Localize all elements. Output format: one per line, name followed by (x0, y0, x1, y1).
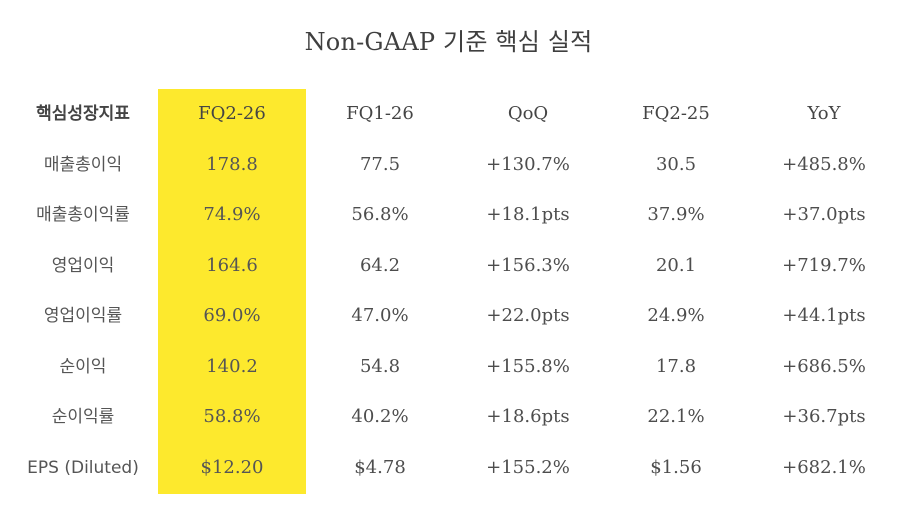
cell-fq2-25: $1.56 (650, 456, 702, 478)
row-label: 영업이익률 (43, 306, 123, 326)
cell-fq2-26: 58.8% (203, 406, 261, 427)
cell-fq2-25: 37.9% (647, 204, 705, 225)
cell-fq1-26: 77.5 (359, 153, 401, 175)
header-fq2-25: FQ2-25 (642, 103, 710, 124)
cell-yoy: +719.7% (782, 254, 866, 276)
cell-fq2-25: 17.8 (655, 355, 697, 377)
table-header-row: 핵심성장지표 FQ2-26 FQ1-26 QoQ FQ2-25 YoY (0, 89, 897, 140)
row-label: 매출총이익률 (36, 205, 130, 225)
metrics-table: 핵심성장지표 FQ2-26 FQ1-26 QoQ FQ2-25 YoY 매출총이… (0, 89, 897, 493)
cell-fq1-26: $4.78 (354, 456, 406, 478)
table-row: 매출총이익 178.8 77.5 +130.7% 30.5 +485.8% (0, 140, 897, 191)
cell-qoq: +156.3% (486, 254, 570, 276)
cell-fq2-26: 74.9% (203, 204, 261, 225)
cell-qoq: +18.6pts (486, 406, 570, 427)
cell-qoq: +155.2% (486, 456, 570, 478)
table-title: Non-GAAP 기준 핵심 실적 (304, 28, 593, 56)
cell-yoy: +36.7pts (782, 406, 866, 427)
row-label: EPS (Diluted) (27, 457, 139, 478)
cell-fq2-25: 30.5 (655, 153, 697, 175)
header-metric: 핵심성장지표 (36, 104, 130, 124)
cell-yoy: +485.8% (782, 153, 866, 175)
cell-qoq: +155.8% (486, 355, 570, 377)
header-qoq: QoQ (507, 103, 549, 124)
cell-qoq: +130.7% (486, 153, 570, 175)
header-yoy: YoY (807, 103, 841, 124)
cell-qoq: +18.1pts (486, 204, 570, 225)
table-row: 영업이익률 69.0% 47.0% +22.0pts 24.9% +44.1pt… (0, 291, 897, 342)
cell-fq2-25: 20.1 (655, 254, 697, 276)
cell-yoy: +682.1% (782, 456, 866, 478)
row-label: 영업이익 (51, 255, 115, 276)
cell-fq2-26: 69.0% (203, 305, 261, 326)
table-row: 매출총이익률 74.9% 56.8% +18.1pts 37.9% +37.0p… (0, 190, 897, 241)
cell-fq1-26: 54.8 (359, 355, 401, 377)
highlight-column-fq2-26 (158, 89, 306, 494)
cell-qoq: +22.0pts (486, 305, 570, 326)
cell-fq2-25: 22.1% (647, 406, 705, 427)
row-label: 매출총이익 (43, 154, 123, 175)
row-label: 순이익 (59, 356, 107, 377)
cell-fq1-26: 47.0% (351, 305, 409, 326)
header-fq2-26: FQ2-26 (198, 103, 266, 124)
cell-fq2-26: 164.6 (206, 254, 258, 276)
cell-yoy: +44.1pts (782, 305, 866, 326)
cell-fq1-26: 56.8% (351, 204, 409, 225)
table-row: 영업이익 164.6 64.2 +156.3% 20.1 +719.7% (0, 241, 897, 292)
row-label: 순이익률 (51, 407, 115, 427)
cell-yoy: +686.5% (782, 355, 866, 377)
table-row: EPS (Diluted) $12.20 $4.78 +155.2% $1.56… (0, 443, 897, 494)
cell-fq2-26: 140.2 (206, 355, 258, 377)
cell-fq2-26: 178.8 (206, 153, 258, 175)
cell-fq1-26: 64.2 (359, 254, 401, 276)
header-fq1-26: FQ1-26 (346, 103, 414, 124)
table-row: 순이익률 58.8% 40.2% +18.6pts 22.1% +36.7pts (0, 392, 897, 443)
table-row: 순이익 140.2 54.8 +155.8% 17.8 +686.5% (0, 342, 897, 393)
cell-fq2-26: $12.20 (200, 456, 264, 478)
cell-fq1-26: 40.2% (351, 406, 409, 427)
cell-fq2-25: 24.9% (647, 305, 705, 326)
cell-yoy: +37.0pts (782, 204, 866, 225)
